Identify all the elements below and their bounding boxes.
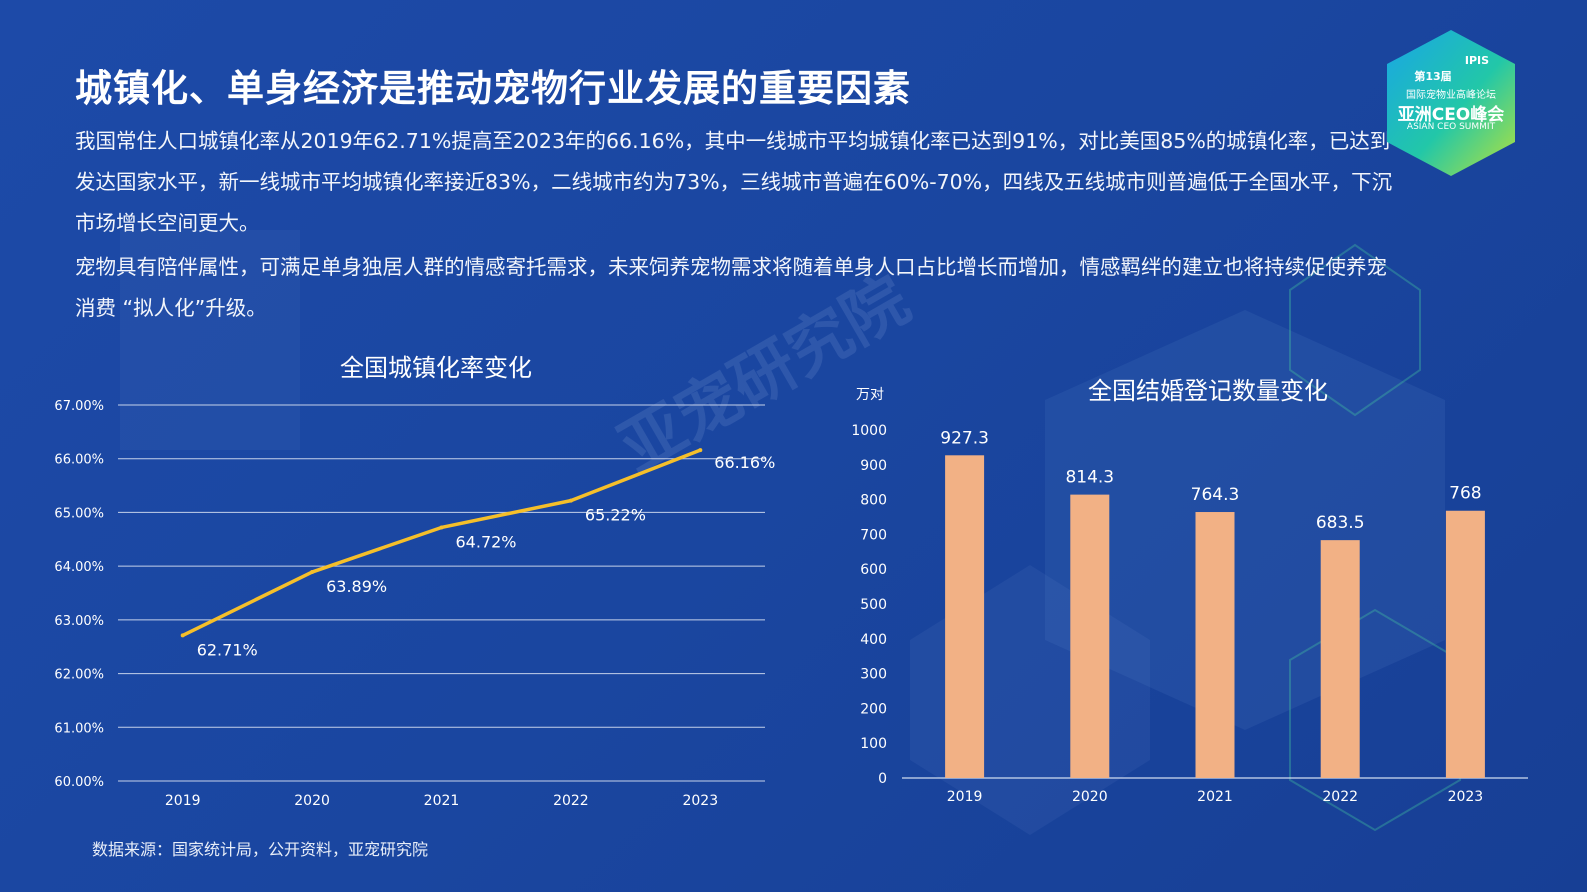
data-label: 66.16% (714, 453, 775, 472)
y-tick-label: 63.00% (54, 614, 104, 629)
logo-forum: 国际宠物业高峰论坛 (1406, 90, 1496, 101)
x-tick-label: 2020 (294, 793, 330, 809)
data-point (698, 448, 703, 453)
y-tick-label: 600 (860, 562, 887, 578)
data-label: 683.5 (1316, 513, 1365, 533)
x-tick-label: 2022 (1322, 789, 1358, 805)
y-tick-label: 100 (860, 736, 887, 752)
logo-brand: IPIS (1464, 54, 1490, 67)
data-label: 814.3 (1065, 468, 1114, 488)
y-tick-label: 1000 (851, 423, 887, 439)
y-tick-label: 200 (860, 701, 887, 717)
paragraph-urbanization: 我国常住人口城镇化率从2019年62.71%提高至2023年的66.16%，其中… (75, 129, 1393, 235)
bar (945, 455, 985, 778)
data-label: 62.71% (197, 640, 258, 659)
bar (1445, 510, 1485, 778)
data-label: 63.89% (326, 577, 387, 596)
y-tick-label: 61.00% (54, 721, 104, 736)
y-tick-label: 400 (860, 632, 887, 648)
x-tick-label: 2021 (424, 793, 460, 809)
y-tick-label: 64.00% (54, 560, 104, 575)
y-tick-label: 300 (860, 667, 887, 683)
y-tick-label: 66.00% (54, 453, 104, 468)
y-tick-label: 900 (860, 458, 887, 474)
line-chart: 60.00% 61.00% 62.00% 63.00% 64.00% 65.00% 66.0… (54, 399, 775, 809)
x-tick-label: 2019 (947, 789, 983, 805)
y-tick-label: 65.00% (54, 506, 104, 521)
data-label: 768 (1449, 484, 1481, 504)
data-point (310, 570, 315, 575)
logo-edition: 第13届 (1414, 70, 1452, 83)
bar-chart-title: 全国结婚登记数量变化 (1088, 377, 1328, 405)
logo-summit: 亚洲CEO峰会 (1397, 105, 1505, 125)
bar (1320, 540, 1360, 778)
y-tick-label: 62.00% (54, 668, 104, 683)
x-tick-label: 2020 (1072, 789, 1108, 805)
x-tick-label: 2022 (553, 793, 589, 809)
data-label: 65.22% (585, 506, 646, 525)
y-tick-label: 800 (860, 493, 887, 509)
x-tick-label: 2021 (1197, 789, 1233, 805)
data-label: 927.3 (940, 428, 989, 448)
y-axis-unit: 万对 (856, 387, 884, 403)
bar-chart: 万对 0 100 200 300 400 500 600 700 800 900 1000 927.3 2… (851, 387, 1528, 805)
y-tick-label: 60.00% (54, 775, 104, 790)
y-tick-label: 500 (860, 597, 887, 613)
page-title: 城镇化、单身经济是推动宠物行业发展的重要因素 (75, 67, 911, 110)
y-tick-label: 700 (860, 527, 887, 543)
summit-logo: IPIS 第13届 国际宠物业高峰论坛 亚洲CEO峰会 ASIAN CEO SU… (1385, 28, 1517, 180)
data-point (439, 525, 444, 530)
logo-summit-en: ASIAN CEO SUMMIT (1406, 122, 1496, 132)
x-tick-label: 2023 (682, 793, 718, 809)
x-tick-label: 2019 (165, 793, 201, 809)
data-label: 64.72% (456, 532, 517, 551)
data-point (180, 633, 185, 638)
data-source: 数据来源：国家统计局，公开资料，亚宠研究院 (92, 840, 429, 859)
x-tick-label: 2023 (1448, 789, 1484, 805)
y-tick-label: 67.00% (54, 399, 104, 414)
bar (1195, 512, 1235, 778)
y-tick-label: 0 (878, 771, 887, 787)
series-line (181, 448, 701, 638)
line-chart-title: 全国城镇化率变化 (340, 354, 532, 382)
bar (1070, 494, 1110, 778)
data-label: 764.3 (1191, 485, 1240, 505)
data-point (568, 498, 573, 503)
paragraph-single-economy: 宠物具有陪伴属性，可满足单身独居人群的情感寄托需求，未来饲养宠物需求将随着单身人… (75, 255, 1387, 320)
